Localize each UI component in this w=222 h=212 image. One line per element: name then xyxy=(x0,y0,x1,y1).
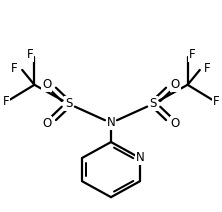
Text: N: N xyxy=(135,151,144,165)
Text: F: F xyxy=(204,62,211,75)
Text: S: S xyxy=(65,97,73,110)
Text: F: F xyxy=(11,62,18,75)
Text: O: O xyxy=(171,78,180,91)
Text: F: F xyxy=(27,47,33,61)
Text: S: S xyxy=(149,97,157,110)
Text: F: F xyxy=(212,95,219,108)
Text: O: O xyxy=(171,117,180,130)
Text: F: F xyxy=(3,95,10,108)
Text: F: F xyxy=(189,47,195,61)
Text: N: N xyxy=(107,116,115,130)
Text: O: O xyxy=(42,117,51,130)
Text: O: O xyxy=(42,78,51,91)
